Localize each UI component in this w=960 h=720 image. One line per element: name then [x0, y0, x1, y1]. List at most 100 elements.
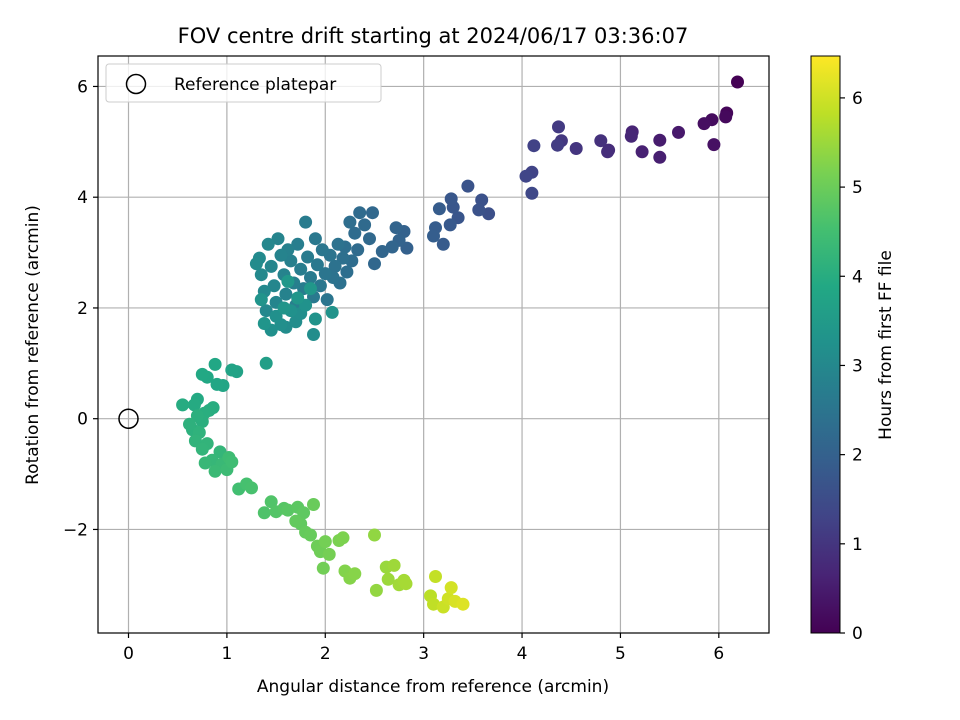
x-tick-label: 1	[221, 644, 232, 664]
data-point	[653, 133, 667, 147]
data-point	[225, 455, 239, 469]
data-point	[399, 577, 413, 591]
legend-box	[105, 63, 382, 103]
data-point	[552, 120, 565, 134]
colorbar: 0 1 2 3 4 5 6 Hours from first FF file	[810, 55, 896, 644]
data-point	[249, 257, 263, 271]
points-layer	[176, 75, 744, 614]
colorbar-label: Hours from first FF file	[876, 250, 896, 440]
data-point	[308, 232, 322, 246]
data-point	[444, 192, 458, 206]
y-tick-label: 6	[77, 77, 88, 97]
data-point	[210, 377, 224, 391]
data-point	[348, 226, 362, 240]
data-point	[444, 581, 458, 595]
data-point	[257, 506, 271, 520]
data-point	[331, 237, 345, 251]
x-tick-label: 3	[418, 644, 429, 664]
data-point	[456, 597, 470, 611]
data-point	[443, 218, 457, 232]
data-point	[719, 110, 733, 124]
data-point	[653, 150, 667, 164]
data-point	[325, 305, 339, 319]
data-point	[289, 514, 303, 528]
data-point	[475, 193, 489, 207]
legend-label: Reference platepar	[174, 75, 336, 95]
data-point	[257, 317, 271, 330]
data-point	[351, 243, 365, 257]
data-point	[301, 250, 315, 264]
data-point	[195, 367, 209, 381]
data-point	[336, 531, 350, 545]
colorbar-gradient	[810, 55, 841, 634]
y-tick-label: 4	[77, 188, 88, 208]
data-point	[429, 570, 442, 583]
data-point	[368, 257, 381, 271]
data-point	[279, 287, 293, 301]
y-tick-label: 0	[77, 410, 88, 430]
data-point	[183, 417, 196, 431]
data-point	[261, 237, 275, 251]
data-point	[291, 291, 305, 305]
data-point	[291, 237, 305, 251]
data-point	[267, 279, 281, 293]
data-point	[387, 558, 401, 572]
data-point	[299, 215, 313, 229]
data-point	[318, 267, 332, 281]
data-point	[551, 138, 564, 152]
data-point	[320, 293, 334, 307]
data-point	[385, 240, 399, 254]
data-point	[381, 572, 395, 586]
data-point	[343, 215, 357, 229]
data-point	[318, 535, 332, 549]
data-point	[304, 282, 317, 296]
data-point	[297, 506, 311, 520]
data-point	[353, 206, 367, 220]
x-tick-label: 0	[123, 644, 134, 664]
data-point	[601, 145, 615, 159]
legend-marker-icon	[125, 73, 147, 95]
legend: Reference platepar	[105, 63, 382, 103]
colorbar-ticks: 0 1 2 3 4 5 6	[840, 89, 863, 644]
data-point	[254, 268, 268, 282]
data-point	[697, 117, 711, 131]
data-point	[313, 279, 327, 293]
data-point	[190, 409, 204, 423]
data-point	[308, 312, 322, 326]
data-point	[328, 259, 342, 273]
data-point	[389, 221, 403, 235]
data-point	[187, 398, 201, 412]
data-point	[375, 245, 389, 258]
y-tick-label: 2	[77, 299, 88, 319]
data-point	[594, 134, 608, 148]
data-point	[271, 232, 285, 246]
data-point	[519, 169, 533, 183]
colorbar-tick-label: 5	[852, 178, 863, 198]
colorbar-tick-label: 1	[852, 535, 863, 555]
colorbar-tick-label: 2	[852, 446, 863, 466]
data-point	[259, 356, 273, 370]
data-point	[281, 503, 295, 517]
data-point	[527, 139, 541, 153]
data-point	[472, 203, 486, 217]
data-point	[307, 328, 320, 341]
data-point	[322, 547, 336, 561]
data-point	[348, 567, 362, 581]
data-point	[294, 262, 308, 276]
data-point	[525, 186, 539, 200]
data-point	[264, 259, 278, 273]
data-point	[315, 243, 329, 257]
data-point	[427, 597, 440, 611]
grid-layer	[98, 56, 769, 633]
reference-marker	[118, 408, 139, 429]
data-point	[672, 125, 685, 139]
data-point	[281, 274, 295, 288]
plot-frame	[97, 55, 770, 634]
data-point	[432, 202, 446, 216]
data-point	[284, 254, 298, 268]
data-point	[366, 206, 379, 220]
y-tick-label: −2	[63, 520, 88, 540]
data-point	[254, 293, 268, 307]
data-point	[336, 251, 350, 265]
data-point	[368, 528, 381, 542]
